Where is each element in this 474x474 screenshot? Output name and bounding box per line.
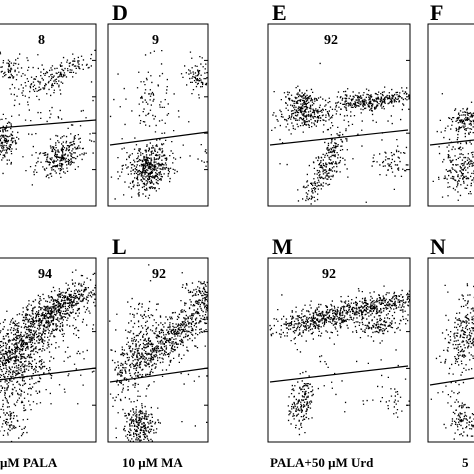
panel-f-gate-line bbox=[429, 139, 474, 146]
panel-m-frame bbox=[267, 257, 411, 443]
panel-k-gate-line bbox=[0, 367, 97, 381]
panel-f-frame bbox=[427, 23, 474, 207]
panel-letter-m: M bbox=[272, 234, 293, 259]
percent-label-e: 92 bbox=[324, 33, 338, 48]
panel-c-dots bbox=[0, 49, 96, 186]
panel-e-frame bbox=[267, 23, 411, 207]
panel-l-dots bbox=[109, 264, 209, 442]
caption-pala-urd: PALA+50 μM Urd bbox=[270, 455, 374, 470]
panel-e-dots bbox=[271, 62, 411, 205]
caption-fragment: 5 bbox=[462, 455, 469, 470]
panel-n-gate-line bbox=[429, 377, 474, 386]
panel-d-gate-line bbox=[109, 131, 209, 146]
panel-letter-f: F bbox=[430, 0, 444, 25]
panel-k-dots bbox=[0, 269, 97, 443]
panel-letter-n: N bbox=[430, 234, 446, 259]
panel-n-frame bbox=[427, 257, 474, 443]
panel-letter-e: E bbox=[272, 0, 287, 25]
caption-pala: μM PALA bbox=[0, 455, 58, 470]
panel-l-frame bbox=[107, 257, 209, 443]
panel-l-gate-line bbox=[109, 367, 209, 383]
panel-c-frame bbox=[0, 23, 97, 207]
panel-d-frame bbox=[107, 23, 209, 207]
panel-m-dots bbox=[269, 285, 411, 436]
panel-c-gate-line bbox=[0, 119, 97, 129]
panel-f-dots bbox=[432, 93, 474, 201]
percent-label-m: 92 bbox=[322, 267, 336, 282]
caption-ma: 10 μM MA bbox=[122, 455, 183, 470]
percent-label-k: 94 bbox=[38, 267, 52, 282]
percent-label-d: 9 bbox=[152, 33, 159, 48]
panel-e-gate-line bbox=[269, 129, 409, 146]
panel-n-dots bbox=[430, 283, 474, 440]
percent-label-l: 92 bbox=[152, 267, 166, 282]
percent-label-c: 8 bbox=[38, 33, 45, 48]
panel-letter-d: D bbox=[112, 0, 128, 25]
panel-m-gate-line bbox=[269, 365, 409, 383]
panel-d-dots bbox=[109, 50, 208, 200]
panel-k-frame bbox=[0, 257, 97, 443]
panel-letter-l: L bbox=[112, 234, 127, 259]
